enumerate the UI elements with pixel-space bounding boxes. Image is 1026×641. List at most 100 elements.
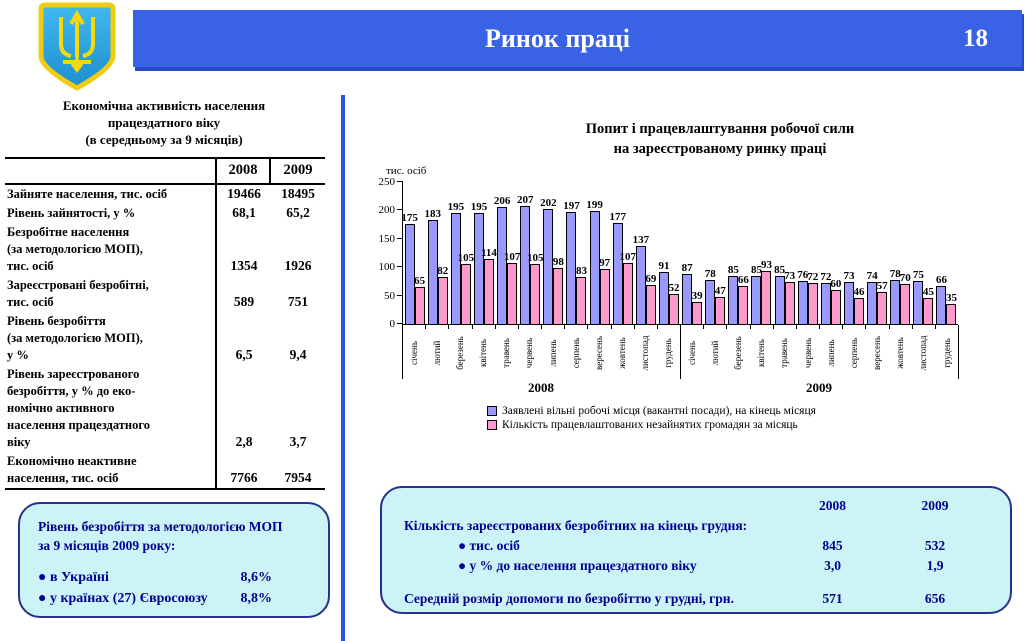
table-row: Зайняте населення, тис. осіб 19466 18495 (5, 185, 325, 204)
vacancies-bar: 72 (820, 271, 831, 324)
vacancies-bar: 78 (705, 268, 716, 324)
placed-bar: 65 (414, 275, 425, 324)
x-axis-tick (819, 325, 820, 329)
x-axis-tick (772, 325, 774, 329)
bar-value-label: 199 (586, 198, 603, 211)
bar-value-label: 73 (843, 270, 855, 283)
bar-value-label: 105 (457, 252, 475, 265)
bar-value-label: 107 (503, 251, 521, 263)
bar-group: 199 97 (586, 199, 610, 324)
bar-value-label: 46 (853, 285, 865, 298)
legend-swatch-pink (487, 420, 497, 430)
placed-bar: 73 (784, 270, 795, 324)
month-label: квітень (478, 339, 489, 367)
list-item: ● у країнах (27) Євросоюзу 8,8% (38, 591, 272, 606)
month-label: грудень (663, 338, 674, 368)
placed-bar: 35 (946, 292, 957, 324)
x-axis-tick (842, 325, 844, 329)
bar-value-label: 78 (889, 267, 901, 280)
bar-value-label: 175 (401, 212, 418, 225)
month-label: жовтень (617, 337, 628, 369)
y-axis-tick-label: 250 (378, 175, 396, 188)
bar-value-label: 66 (935, 274, 947, 287)
month-cell: квітень (472, 325, 495, 381)
x-axis-tick (958, 325, 959, 379)
y-axis-tick (397, 323, 403, 324)
x-axis-tick (494, 325, 496, 329)
month-cell: вересень (865, 325, 888, 381)
x-axis-month-labels: січень лютий березень квітень травень червень… (402, 325, 959, 381)
bar-value-label: 207 (516, 194, 534, 206)
placed-bar: 70 (900, 272, 911, 324)
vacancies-bar: 73 (843, 270, 854, 324)
vacancies-bar: 85 (728, 264, 739, 324)
x-axis-tick (934, 325, 936, 329)
vacancies-bar: 87 (682, 262, 693, 324)
placed-bar: 107 (504, 251, 520, 324)
table-row: Рівень безробіття (за методологією МОП),… (5, 312, 325, 365)
table-header-2009: 2009 (283, 161, 313, 178)
x-axis-tick (680, 325, 681, 379)
x-axis-group-2008: 2008 (528, 380, 554, 395)
month-cell: січень (680, 325, 703, 381)
chart-y-axis-unit: тис. осіб (386, 165, 427, 177)
x-axis-tick (471, 325, 473, 329)
ilo-unemployment-box: Рівень безробіття за методологією МОП за… (18, 502, 330, 618)
placed-bar: 66 (738, 274, 749, 324)
bar-group: 85 66 (728, 264, 749, 324)
bar-group: 195 114 (471, 201, 497, 324)
bar-chart-plot: 0 50 100 150 200 250 175 65 183 82 195 105 195 114 20… (379, 176, 958, 330)
month-label: жовтень (895, 337, 906, 369)
table-header-empty (5, 159, 217, 183)
x-axis-tick (726, 325, 728, 329)
bar-value-label: 177 (609, 211, 626, 224)
ilo-box-items: ● в Україні 8,6% ● у країнах (27) Євросо… (38, 567, 312, 609)
legend-swatch-blue (487, 406, 497, 416)
month-label: червень (802, 337, 813, 369)
month-cell: листопад (912, 325, 935, 381)
month-cell: квітень (750, 325, 773, 381)
bar-group: 195 105 (448, 201, 474, 324)
bar-group: 207 105 (517, 194, 543, 324)
placed-bar: 72 (807, 271, 818, 324)
x-axis-group-2009: 2009 (806, 380, 832, 395)
bar-group: 202 98 (540, 197, 564, 324)
bottom-box-row: ● тис. осіб 845 532 (458, 538, 946, 553)
bar-value-label: 78 (704, 267, 716, 280)
y-axis-tick (397, 294, 403, 296)
bar-value-label: 73 (784, 270, 796, 283)
placed-bar: 60 (830, 278, 841, 324)
table-row: Зареєстровані безробітні, тис. осіб 589 … (5, 276, 325, 312)
vertical-divider (341, 95, 345, 641)
bar-value-label: 85 (774, 263, 786, 276)
y-axis-tick-label: 150 (378, 232, 396, 245)
placed-bar: 105 (458, 252, 474, 324)
bar-value-label: 45 (922, 286, 934, 299)
bar-value-label: 183 (424, 207, 441, 220)
x-axis-tick (703, 325, 705, 329)
vacancies-bar: 137 (633, 234, 649, 324)
bar-value-label: 82 (437, 265, 449, 278)
month-label: лютий (709, 340, 720, 366)
vacancies-bar: 177 (609, 211, 626, 324)
bottom-box-row: Кількість зареєстрованих безробітних на … (404, 518, 748, 533)
x-axis-tick (865, 325, 867, 329)
registered-unemployed-box: 2008 2009 Кількість зареєстрованих безро… (380, 486, 1012, 614)
bar-value-label: 65 (414, 274, 426, 287)
y-axis-tick-label: 100 (378, 261, 396, 273)
placed-bar: 52 (668, 282, 679, 324)
bar-group: 197 83 (563, 200, 587, 324)
month-label: липень (547, 339, 558, 367)
table-row: Економічно неактивне населення, тис. осі… (5, 452, 325, 488)
bar-group: 91 52 (658, 260, 679, 324)
month-label: грудень (941, 338, 952, 368)
x-axis-tick (448, 325, 450, 329)
bar-value-label: 202 (540, 196, 557, 209)
placed-bar: 83 (576, 265, 587, 324)
vacancies-bar: 199 (586, 199, 603, 324)
bar-value-label: 57 (876, 279, 888, 292)
y-axis-tick-label: 0 (389, 318, 396, 330)
month-cell: травень (495, 325, 518, 381)
x-axis-tick (587, 325, 589, 329)
